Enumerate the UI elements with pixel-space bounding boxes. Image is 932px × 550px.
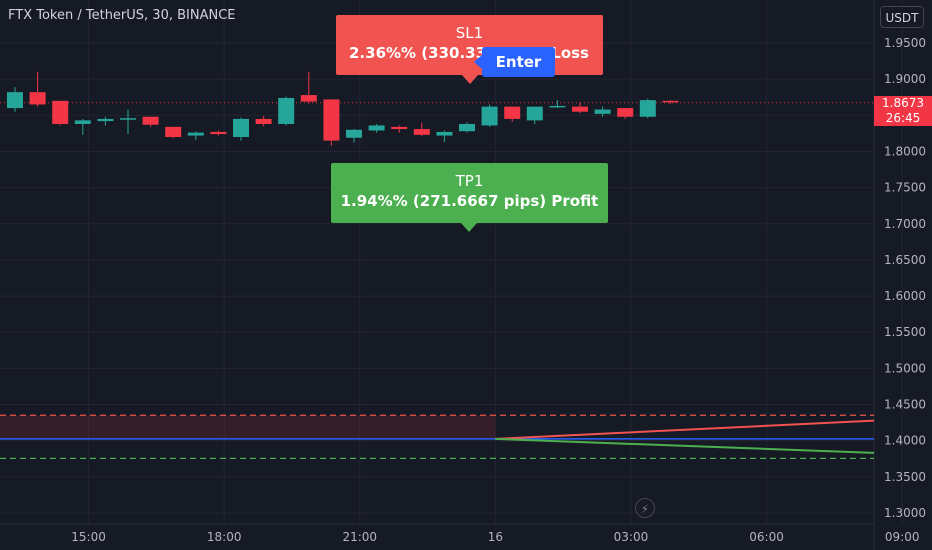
candle-body xyxy=(120,118,136,120)
x-tick-label: 18:00 xyxy=(207,530,242,544)
candle-body xyxy=(639,100,656,117)
y-tick-label: 1.4000 xyxy=(884,434,926,448)
x-tick-label: 09:00 xyxy=(885,530,920,544)
candle-countdown: 26:45 xyxy=(874,111,932,126)
candle-body xyxy=(459,123,475,132)
y-tick-label: 1.9500 xyxy=(884,36,926,50)
x-tick-label: 15:00 xyxy=(71,530,106,544)
candle-body xyxy=(74,120,91,124)
tp-title: TP1 xyxy=(455,172,484,190)
candle-body xyxy=(300,95,317,102)
sl-text: 2.36%% (330.33 xyxy=(349,44,487,62)
candle-body xyxy=(255,118,272,124)
tp-text: 1.94%% (271.6667 pips) Profit xyxy=(340,192,599,210)
candle-body xyxy=(29,92,46,105)
candle-body xyxy=(142,116,159,125)
y-tick-label: 1.7500 xyxy=(884,181,926,195)
y-tick-label: 1.8000 xyxy=(884,144,926,158)
candle-body xyxy=(346,129,362,138)
stop-projection-line xyxy=(495,419,875,440)
symbol-title: FTX Token / TetherUS, 30, BINANCE xyxy=(8,8,236,23)
y-tick-label: 1.5500 xyxy=(884,325,926,339)
sl-title: SL1 xyxy=(455,24,484,42)
profit-projection-line xyxy=(495,437,875,454)
y-tick-label: 1.4500 xyxy=(884,398,926,412)
candle-body xyxy=(413,129,430,135)
lightning-icon[interactable]: ⚡ xyxy=(635,498,655,518)
current-price-label: 1.8673 xyxy=(874,96,932,111)
candle-body xyxy=(165,126,182,137)
y-tick-label: 1.3500 xyxy=(884,470,926,484)
candle-body xyxy=(504,106,521,119)
candle-body xyxy=(97,118,114,122)
candle-body xyxy=(662,100,679,103)
candle-body xyxy=(617,108,634,117)
y-tick-label: 1.7000 xyxy=(884,217,926,231)
sl-text-row: 2.36%% (330.33 Loss xyxy=(336,43,603,63)
y-tick-label: 1.6500 xyxy=(884,253,926,267)
x-tick-label: 06:00 xyxy=(749,530,784,544)
stop-loss-label: SL1 2.36%% (330.33 Loss xyxy=(336,15,603,84)
x-tick-label: 03:00 xyxy=(614,530,649,544)
stop-zone xyxy=(0,415,496,439)
y-tick-label: 1.9000 xyxy=(884,72,926,86)
candle-body xyxy=(572,106,588,112)
candle-body xyxy=(187,132,204,136)
x-tick-label: 16 xyxy=(488,530,503,544)
candle-body xyxy=(594,109,611,114)
candle-body xyxy=(436,131,453,136)
candle-body xyxy=(52,100,69,124)
candle-body xyxy=(323,99,340,141)
y-tick-label: 1.3000 xyxy=(884,506,926,520)
enter-label: Enter xyxy=(474,47,555,77)
take-profit-label: TP1 1.94%% (271.6667 pips) Profit xyxy=(331,163,608,232)
candle-body xyxy=(278,97,295,124)
currency-button[interactable]: USDT xyxy=(880,6,924,28)
candle-body xyxy=(391,126,408,130)
candle-body xyxy=(7,92,23,109)
y-tick-label: 1.5000 xyxy=(884,361,926,375)
candle-body xyxy=(210,131,227,135)
sl-suffix: Loss xyxy=(551,44,589,62)
candle-body xyxy=(233,118,249,137)
candle-body xyxy=(368,125,385,131)
candle-body xyxy=(481,106,498,126)
candle-body xyxy=(549,105,566,108)
y-tick-label: 1.6000 xyxy=(884,289,926,303)
candle-body xyxy=(526,106,543,121)
x-tick-label: 21:00 xyxy=(342,530,377,544)
